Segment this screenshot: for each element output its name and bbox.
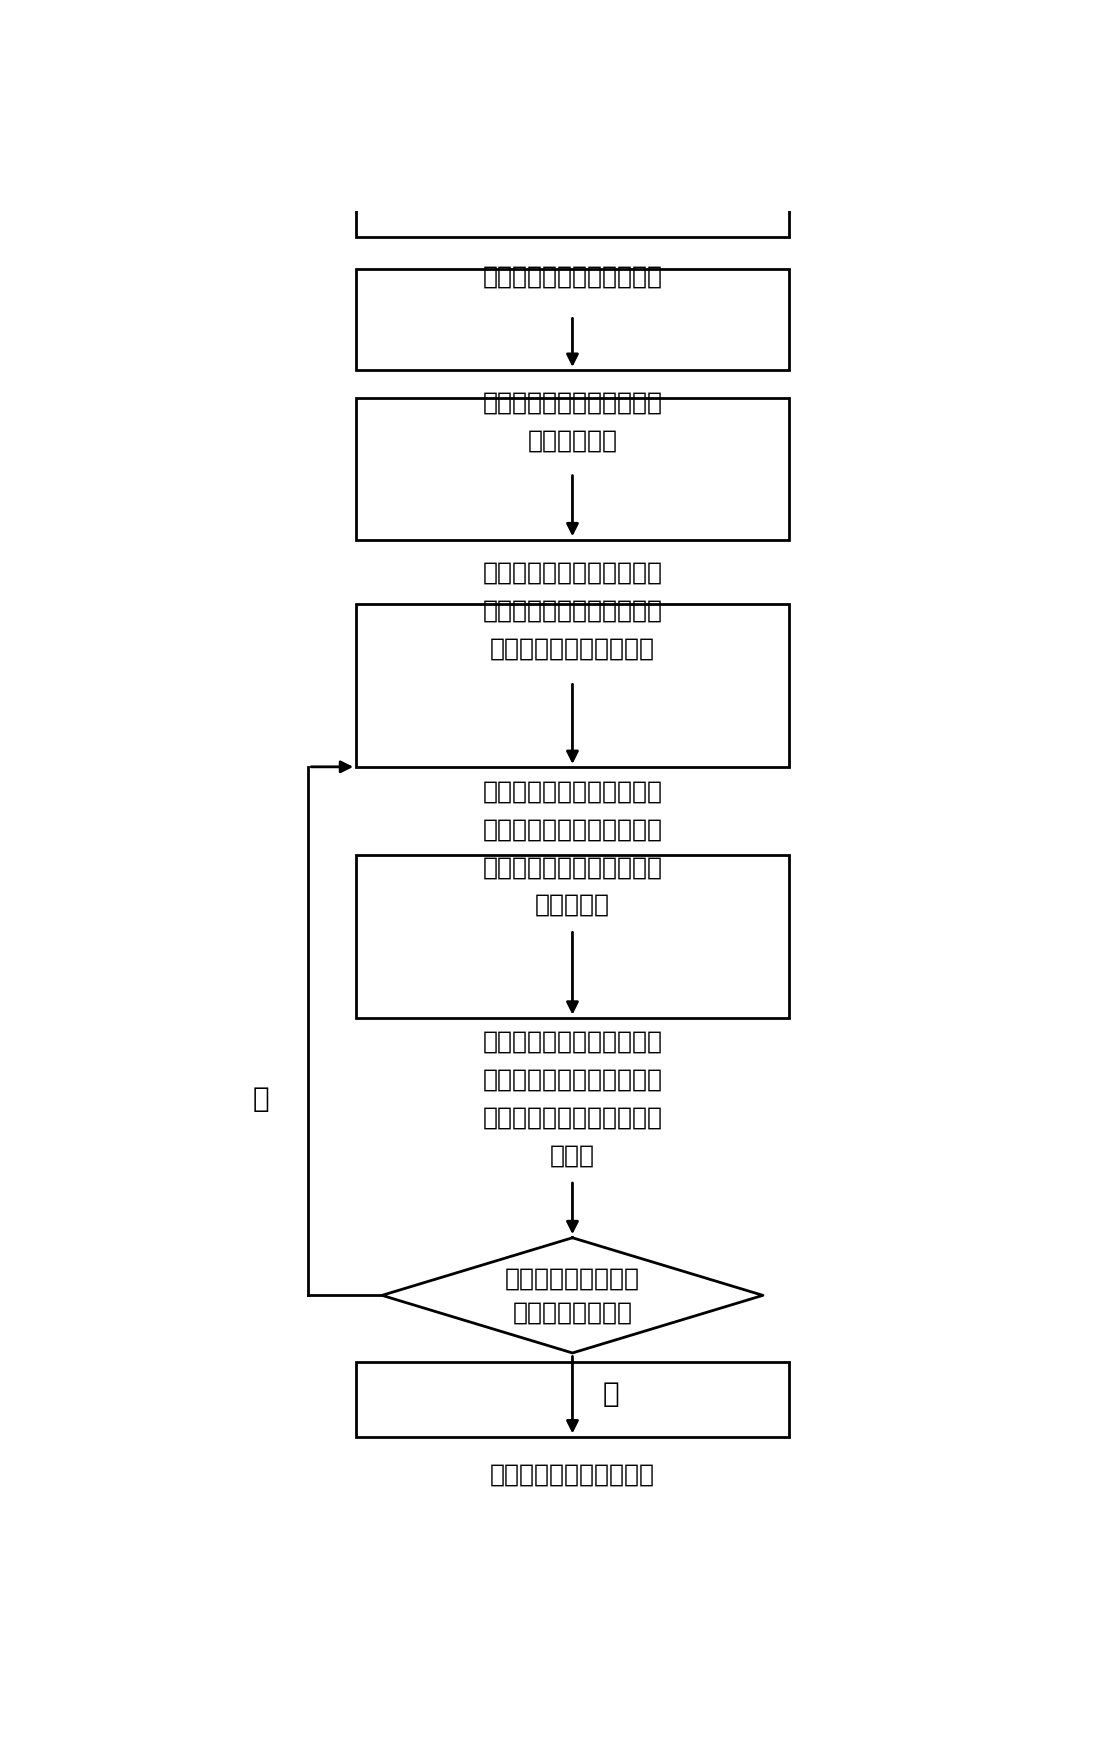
Text: 为参考状态；设置校准路径: 为参考状态；设置校准路径 bbox=[483, 598, 662, 623]
Text: 选出一条连接两个待校准基: 选出一条连接两个待校准基 bbox=[483, 391, 662, 414]
Text: 准各自天线: 准各自天线 bbox=[535, 892, 610, 917]
Bar bbox=[356, 604, 789, 767]
Bar bbox=[356, 398, 789, 540]
Text: 站的校准路径: 站的校准路径 bbox=[527, 428, 618, 452]
Text: 参考状态节点反馈信息，校: 参考状态节点反馈信息，校 bbox=[483, 855, 662, 878]
Text: 否: 否 bbox=[252, 1084, 269, 1112]
Text: 原参考状态节点改变状态为: 原参考状态节点改变状态为 bbox=[483, 1030, 662, 1054]
Text: 完的节点设置自己状态为参: 完的节点设置自己状态为参 bbox=[483, 1105, 662, 1130]
Text: 待校准基站是否都为: 待校准基站是否都为 bbox=[505, 1267, 640, 1290]
Text: 校准路径上与参考状态节点: 校准路径上与参考状态节点 bbox=[483, 780, 662, 803]
Bar bbox=[356, 158, 789, 238]
Text: 基站间参考天线校准结束: 基站间参考天线校准结束 bbox=[490, 1463, 655, 1485]
Text: 已校准或参考状态: 已校准或参考状态 bbox=[513, 1301, 632, 1324]
Text: 基站间校准开始，初始工作: 基站间校准开始，初始工作 bbox=[483, 264, 662, 289]
Text: 考状态: 考状态 bbox=[550, 1144, 595, 1169]
Text: 已校准状态，上一步新校准: 已校准状态，上一步新校准 bbox=[483, 1068, 662, 1091]
Bar bbox=[356, 269, 789, 370]
Text: 是: 是 bbox=[603, 1380, 620, 1408]
Bar bbox=[356, 855, 789, 1017]
Text: 相邻的未校准状态节点根据: 相邻的未校准状态节点根据 bbox=[483, 817, 662, 841]
Text: 上其它节点为未校准状态: 上其它节点为未校准状态 bbox=[490, 637, 655, 662]
Bar bbox=[356, 1362, 789, 1436]
Text: 选择参考起始节点，并置其: 选择参考起始节点，并置其 bbox=[483, 561, 662, 584]
